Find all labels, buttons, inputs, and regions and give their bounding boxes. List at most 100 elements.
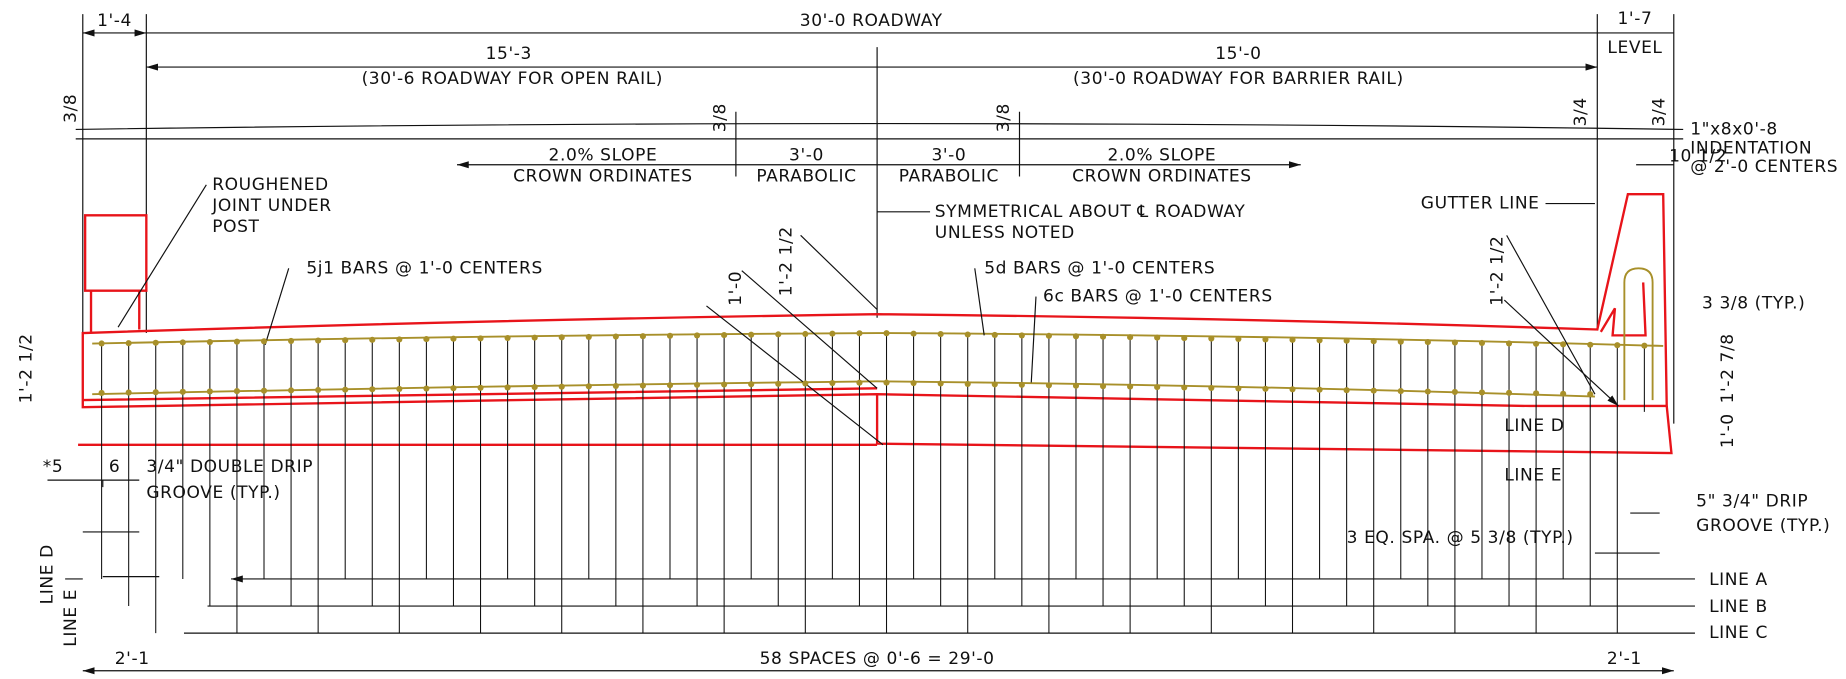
rebar [666,382,674,389]
rebar [829,379,836,387]
rebar [1127,334,1134,341]
note: 2.0% SLOPE [549,145,658,165]
rebar [1451,339,1458,346]
rebar [883,379,890,386]
rebar [1397,338,1404,345]
note: CROWN ORDINATES [513,167,693,187]
rebar [1208,335,1215,342]
rebar [1587,341,1594,348]
dim-label: LEVEL [1607,38,1662,58]
dim-label: 1'-4 [97,11,132,31]
rebar [1424,388,1431,395]
rebar [775,380,782,387]
rebar [504,334,511,342]
rebar [802,330,809,338]
dim-label: 15'-3 [486,44,532,64]
rebar [179,339,186,346]
dim-label: 1'-2 7/8 [1718,333,1738,403]
rebar [1262,385,1269,392]
dim-label: 10 1/2 [1669,147,1727,167]
rebar [721,381,728,388]
rebar [98,389,105,396]
rebar [964,380,971,388]
rebar [369,336,376,343]
rebar [531,334,538,341]
rebar [1235,385,1242,392]
note: GROOVE (TYP.) [1696,516,1830,536]
rebar [748,381,755,388]
rebar [477,384,484,391]
rebar [315,337,322,344]
rebar [260,338,268,345]
rebar [1560,390,1567,397]
rebar [125,340,132,347]
rebar [1072,333,1080,340]
line-label: LINE E [61,589,81,647]
rebar [558,383,565,390]
rebar [396,385,403,392]
rebar [748,331,755,338]
rebar [1478,389,1486,396]
dim-label: 30'-0 ROADWAY [800,11,943,31]
labels: 1'-4 30'-0 ROADWAY 1'-7 LEVEL 15'-3 (30'… [16,9,1837,669]
note: 5" 3/4" DRIP [1696,491,1808,511]
rebar [450,385,457,392]
note: PARABOLIC [756,167,856,187]
note: 5d BARS @ 1'-0 CENTERS [984,258,1215,278]
dim-label: *5 [43,457,64,477]
dim-label: 1'-2 1/2 [16,333,36,403]
rebar [666,332,674,339]
rebar [342,386,349,393]
dim-label: 1'-2 1/2 [776,226,796,296]
rebar [1045,382,1052,389]
line-label: LINE D [37,544,57,604]
rebar [233,388,240,395]
note: GUTTER LINE [1421,194,1540,214]
dim-label: (30'-0 ROADWAY FOR BARRIER RAIL) [1073,69,1404,89]
rebar [910,379,917,387]
dim-label: 1'-7 [1618,9,1653,29]
rebar [1370,387,1377,394]
rebar [1072,382,1080,389]
rebar [856,330,863,337]
rebar [531,384,538,391]
rebar [1208,384,1215,392]
rebar [639,382,646,389]
rebar [98,340,105,347]
rebar [288,387,295,394]
rebar [396,336,403,343]
dim-label: 3/4 [1571,97,1591,126]
rebar [802,380,809,387]
rebar [910,330,917,337]
dim-label: 2'-1 [115,649,150,669]
rebar [612,333,619,340]
rebar [1560,341,1567,348]
rebar [1505,389,1513,396]
dim-label: 1'-0 [1718,413,1738,448]
dim-label: 15'-0 [1215,44,1261,64]
rebar [206,388,213,395]
rebar [504,384,511,391]
rebar [477,335,484,342]
note: ROUGHENED [212,175,328,195]
note: 3'-0 [931,145,966,165]
rebar [964,331,971,338]
rebar [856,379,863,386]
rebar [1289,336,1296,343]
note: 3 EQ. SPA. @ 5 3/8 (TYP.) [1347,528,1574,548]
note: 5j1 BARS @ 1'-0 CENTERS [306,258,543,278]
rebar [1397,388,1404,395]
rebar [639,333,646,340]
rebar [1154,334,1161,341]
rebar [585,333,592,340]
rebar [1289,386,1296,393]
rebar [558,334,565,341]
rebar [1018,332,1025,339]
rebar [1235,335,1242,343]
rebar [1127,383,1134,390]
rebar [1614,342,1621,349]
rebar [1045,332,1052,339]
rebar [721,332,728,339]
rebar [152,339,159,346]
